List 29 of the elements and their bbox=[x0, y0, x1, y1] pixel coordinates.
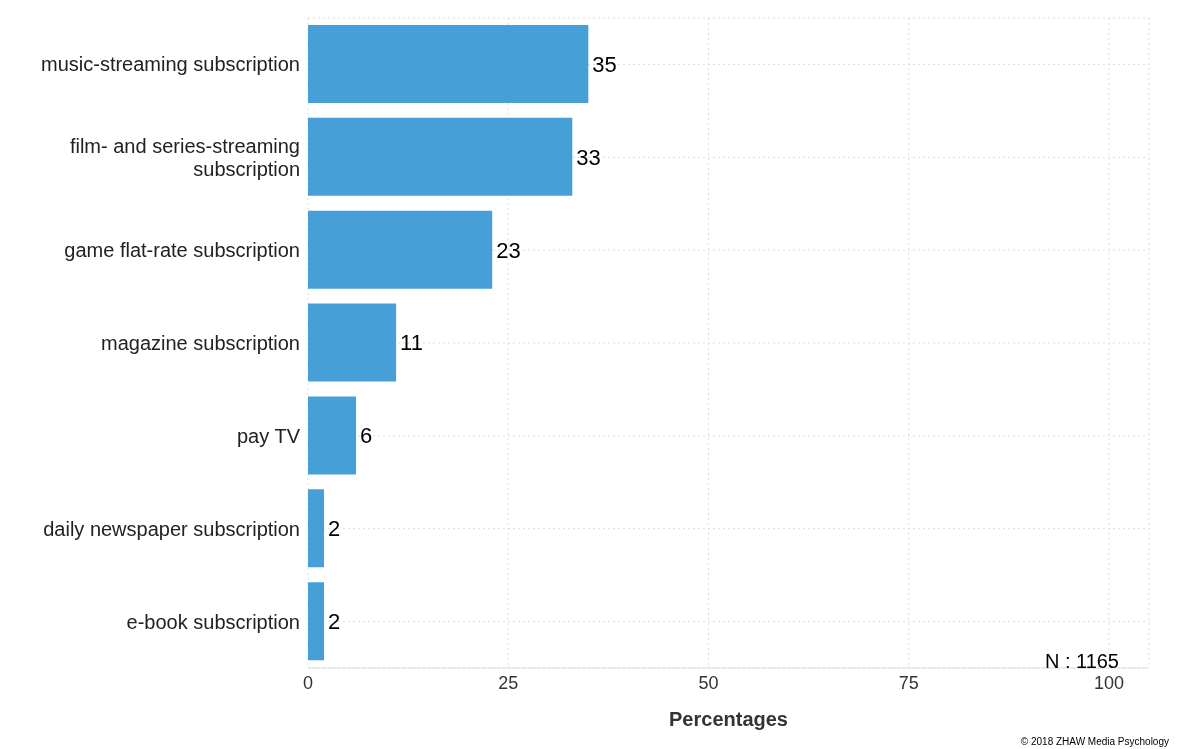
bar bbox=[308, 25, 589, 103]
y-tick-label: magazine subscription bbox=[101, 332, 300, 354]
y-tick-label: e-book subscription bbox=[126, 610, 300, 633]
x-axis-title: Percentages bbox=[668, 708, 789, 731]
data-label: 23 bbox=[496, 237, 521, 263]
bar bbox=[308, 210, 493, 289]
y-tick-label: pay TV bbox=[237, 424, 301, 447]
data-label: 6 bbox=[360, 423, 373, 449]
data-label: 33 bbox=[576, 144, 601, 170]
bar bbox=[308, 117, 573, 196]
bar bbox=[308, 303, 397, 382]
bar bbox=[308, 396, 357, 475]
x-tick-label: 100 bbox=[1093, 672, 1124, 693]
y-tick-label: daily newspaper subscription bbox=[43, 517, 300, 540]
data-label: 2 bbox=[328, 608, 341, 634]
bar bbox=[308, 582, 325, 661]
data-label: 11 bbox=[400, 330, 423, 356]
x-tick-label: 0 bbox=[302, 672, 314, 693]
data-label: 2 bbox=[328, 516, 341, 542]
x-tick-label: 50 bbox=[698, 672, 719, 693]
y-tick-label: music-streaming subscription bbox=[41, 53, 300, 76]
data-label: 35 bbox=[592, 51, 617, 77]
annotation: N : 1165 bbox=[1044, 650, 1119, 673]
y-tick-label: game flat-rate subscription bbox=[64, 239, 300, 262]
text: © 2018 ZHAW Media Psychology bbox=[1020, 736, 1169, 747]
x-tick-label: 75 bbox=[898, 672, 919, 693]
bar bbox=[308, 489, 325, 568]
x-tick-label: 25 bbox=[498, 672, 519, 693]
y-tick-label: film- and series-streaming subscription bbox=[69, 134, 300, 180]
